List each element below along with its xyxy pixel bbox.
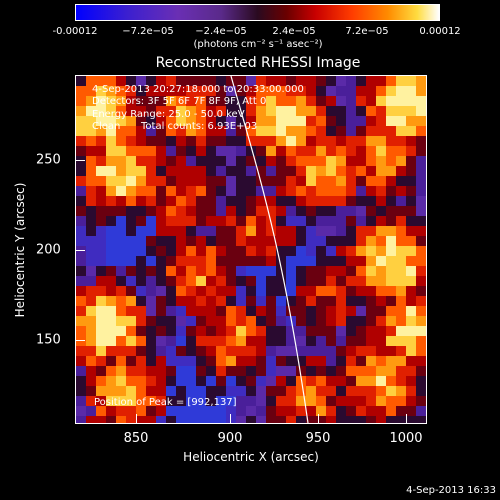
x-tick-label: 850 bbox=[123, 431, 149, 446]
image-plot-area bbox=[75, 75, 427, 424]
y-axis-label: Heliocentric Y (arcsec) bbox=[13, 182, 27, 318]
colorbar-tick-label: −7.2e−05 bbox=[122, 26, 174, 37]
reconstructed-image bbox=[76, 76, 426, 423]
colorbar bbox=[75, 4, 440, 21]
colorbar-tick-label: -0.00012 bbox=[52, 26, 98, 37]
y-tick-label: 250 bbox=[36, 152, 61, 168]
annotation-method: Clean bbox=[92, 121, 121, 132]
footer-timestamp: 4-Sep-2013 16:33 bbox=[406, 485, 496, 496]
x-tick-label: 900 bbox=[217, 431, 243, 446]
colorbar-units: (photons cm⁻² s⁻¹ asec⁻²) bbox=[193, 39, 323, 50]
y-tick-mark bbox=[75, 340, 85, 341]
y-tick-mark bbox=[75, 160, 85, 161]
y-tick-label: 150 bbox=[36, 332, 61, 348]
x-axis-label: Heliocentric X (arcsec) bbox=[183, 450, 319, 464]
annotation-energy-range: Energy Range: 25.0 - 50.0 keV bbox=[92, 109, 245, 120]
x-tick-mark bbox=[230, 414, 231, 424]
colorbar-tick-label: 0.00012 bbox=[419, 26, 461, 37]
x-tick-label: 1000 bbox=[389, 431, 423, 446]
annotation-detectors: Detectors: 3F 5F 6F 7F 8F 9F, Att 0 bbox=[92, 96, 267, 107]
x-tick-mark bbox=[136, 414, 137, 424]
plot-title: Reconstructed RHESSI Image bbox=[155, 55, 361, 71]
solar-limb-line bbox=[230, 76, 309, 423]
x-tick-mark bbox=[406, 414, 407, 424]
y-tick-mark bbox=[75, 250, 85, 251]
y-tick-label: 200 bbox=[36, 242, 61, 258]
colorbar-tick-label: 2.4e−05 bbox=[272, 26, 316, 37]
colorbar-tick-label: 7.2e−05 bbox=[345, 26, 389, 37]
x-tick-mark bbox=[318, 414, 319, 424]
annotation-time-range: 4-Sep-2013 20:27:18.000 to 20:33:00.000 bbox=[92, 84, 304, 95]
x-tick-label: 950 bbox=[305, 431, 331, 446]
annotation-total-counts: Total counts: 6.93E+03 bbox=[141, 121, 258, 132]
annotation-peak-position: Position of Peak = [992,137] bbox=[94, 397, 237, 408]
colorbar-tick-label: −2.4e−05 bbox=[195, 26, 247, 37]
